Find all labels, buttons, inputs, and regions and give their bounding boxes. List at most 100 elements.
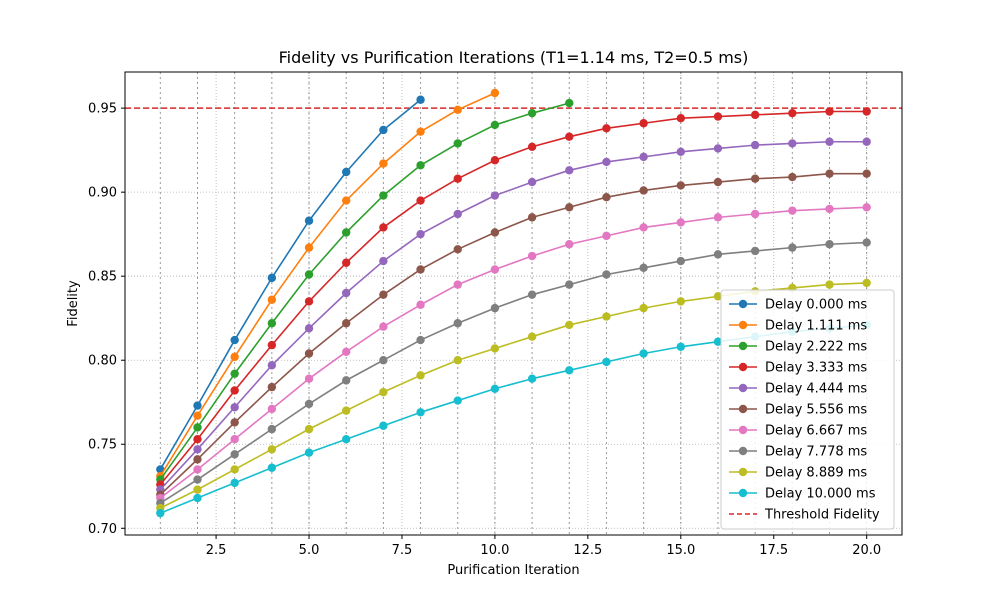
data-point (342, 406, 351, 415)
data-point (862, 107, 871, 116)
data-point (416, 408, 425, 417)
data-point (453, 396, 462, 405)
data-point (342, 196, 351, 205)
data-point (788, 139, 797, 148)
data-point (602, 157, 611, 167)
data-point (862, 137, 871, 146)
data-point (304, 324, 314, 333)
data-point (565, 240, 574, 249)
series-line-4 (159, 140, 867, 491)
data-point (527, 213, 537, 222)
data-point (676, 342, 685, 351)
data-point (453, 139, 462, 148)
data-point (639, 263, 648, 272)
data-point (527, 332, 537, 341)
data-point (602, 231, 611, 241)
data-point (379, 387, 388, 397)
data-point (342, 258, 351, 267)
data-point (750, 174, 760, 183)
data-point (862, 278, 871, 288)
data-point (342, 319, 351, 328)
data-point (416, 300, 425, 309)
data-point (230, 335, 239, 345)
data-point (825, 169, 834, 178)
y-axis-label: Fidelity (66, 280, 81, 327)
data-point (490, 265, 500, 274)
data-point (304, 448, 314, 457)
data-point (639, 152, 648, 162)
data-point (267, 424, 277, 434)
data-point (565, 203, 574, 212)
data-point (267, 295, 277, 304)
data-point (602, 193, 611, 202)
data-point (713, 250, 723, 259)
legend-label: Delay 3.333 ms (765, 361, 867, 376)
data-point (565, 132, 574, 141)
data-point (639, 349, 648, 358)
data-point (342, 228, 351, 237)
data-point (490, 344, 500, 353)
data-point (416, 229, 425, 239)
data-point (416, 127, 425, 136)
x-tick-label: 15.0 (666, 543, 695, 558)
data-point (193, 435, 202, 444)
y-tick-label: 0.75 (88, 438, 117, 453)
series-line-0 (159, 99, 422, 470)
x-tick-label: 5.0 (299, 543, 320, 558)
x-tick-label: 10.0 (480, 543, 509, 558)
data-point (788, 243, 797, 252)
data-point (230, 418, 239, 427)
data-point (379, 159, 388, 168)
x-tick-label: 7.5 (392, 543, 413, 558)
legend: Delay 0.000 ms Delay 1.111 ms Delay 2.222 … (720, 289, 895, 530)
data-point (267, 382, 277, 392)
data-point (416, 265, 425, 274)
data-point (713, 177, 723, 187)
x-tick-label: 20.0 (852, 543, 881, 558)
data-point (193, 485, 202, 494)
legend-label: Delay 8.889 ms (765, 466, 867, 481)
x-tick-label: 17.5 (759, 543, 788, 558)
series-line-7 (159, 241, 867, 504)
data-point (825, 204, 834, 214)
series-line-1 (159, 92, 496, 477)
data-point (565, 320, 574, 330)
data-point (156, 508, 165, 518)
data-point (416, 161, 425, 170)
data-point (490, 191, 500, 200)
data-point (602, 312, 611, 321)
data-point (230, 465, 239, 474)
axes: 2.5 5.0 7.5 10.0 12.5 15.0 17.5 20.0 0.70 0.75 0.8… (88, 71, 903, 558)
data-point (713, 292, 723, 301)
data-point (267, 340, 277, 350)
x-tick-label: 2.5 (206, 543, 227, 558)
legend-label: Delay 10.000 ms (765, 487, 876, 502)
data-point (825, 137, 834, 146)
data-point (639, 186, 648, 195)
legend-marker (738, 341, 748, 351)
data-point (676, 218, 685, 227)
data-point (230, 352, 239, 362)
series-line-6 (159, 206, 867, 499)
data-point (230, 435, 239, 444)
data-point (602, 124, 611, 133)
data-point (527, 108, 537, 118)
data-point (230, 403, 239, 412)
data-point (490, 156, 500, 165)
legend-marker (738, 425, 748, 435)
legend-label: Delay 0.000 ms (765, 298, 867, 313)
data-point (490, 88, 500, 98)
x-tick-label: 12.5 (573, 543, 602, 558)
y-tick-label: 0.85 (88, 270, 117, 285)
legend-label: Delay 4.444 ms (765, 382, 867, 397)
data-point (565, 366, 574, 375)
data-point (565, 98, 574, 108)
data-point (565, 166, 574, 175)
series-line-5 (159, 172, 867, 496)
data-point (304, 270, 314, 279)
y-tick-label: 0.70 (88, 522, 117, 537)
data-point (267, 319, 277, 328)
data-point (602, 357, 611, 367)
